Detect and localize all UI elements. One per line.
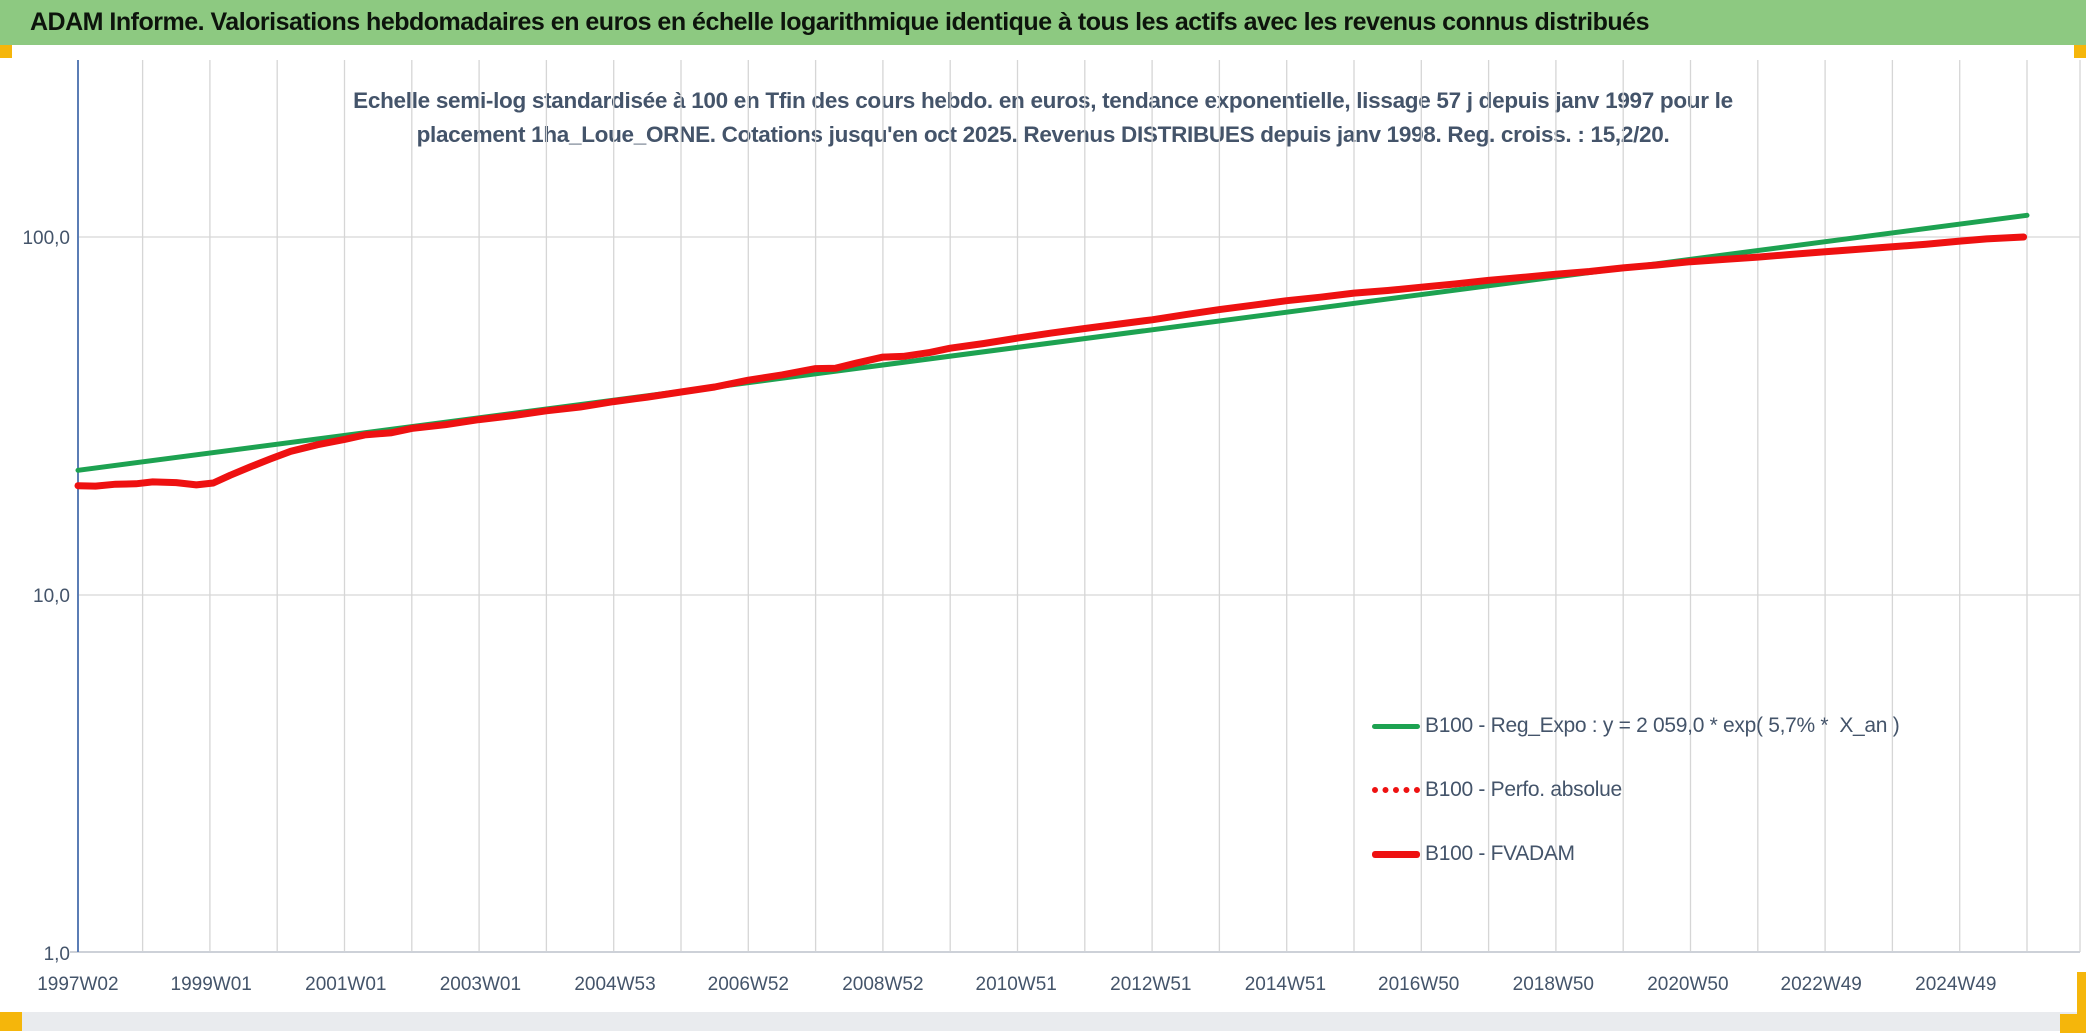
chart-title-line2: placement 1ha_Loue_ORNE. Cotations jusqu… [416, 122, 1670, 147]
x-axis-tick-label: 2022W49 [1781, 974, 1862, 995]
chart-title: Echelle semi-log standardisée à 100 en T… [0, 84, 2086, 152]
x-axis-tick-label: 2008W52 [842, 974, 923, 995]
x-axis-tick-label: 2003W01 [440, 974, 521, 995]
legend-label: B100 - Perfo. absolue [1425, 778, 1622, 801]
x-axis-tick-label: 1999W01 [171, 974, 252, 995]
yellow-corner-top-left [0, 45, 12, 58]
x-axis-tick-label: 2004W53 [574, 974, 655, 995]
x-axis-tick-label: 2010W51 [976, 974, 1057, 995]
yellow-corner-bottom-left [0, 1012, 22, 1031]
legend-item-reg-expo: B100 - Reg_Expo : y = 2 059,0 * exp( 5,7… [1372, 694, 1900, 758]
x-axis-tick-label: 2020W50 [1647, 974, 1728, 995]
chart-title-line1: Echelle semi-log standardisée à 100 en T… [353, 88, 1733, 113]
red-line-swatch [1372, 850, 1420, 858]
green-line-swatch [1372, 723, 1420, 729]
red-dotted-line-swatch [1372, 787, 1420, 793]
legend-label: B100 - Reg_Expo : y = 2 059,0 * exp( 5,7… [1425, 714, 1900, 737]
page-title: ADAM Informe. Valorisations hebdomadaire… [30, 8, 1649, 36]
legend-item-perfo-absolue: B100 - Perfo. absolue [1372, 758, 1899, 822]
chart-plot-area: 1997W02 1999W01 2001W01 2003W01 2004W53 2006W… [22, 60, 2081, 995]
x-axis-tick-label: 1997W02 [37, 974, 118, 995]
yellow-corner-top-right [2074, 45, 2086, 58]
series-line-b100-fvadam [74, 233, 2028, 490]
legend-label: B100 - FVADAM [1425, 842, 1575, 865]
x-axis-tick-label: 2012W51 [1110, 974, 1191, 995]
x-axis-tick-label: 2001W01 [305, 974, 386, 995]
bottom-band [0, 1012, 2086, 1031]
header-bar: ADAM Informe. Valorisations hebdomadaire… [0, 0, 2086, 45]
yellow-corner-bottom-right-vertical [2077, 972, 2086, 1033]
legend-item-fvadam: B100 - FVADAM [1372, 822, 1899, 886]
y-axis-tick-label: 10,0 [33, 586, 70, 607]
y-axis-tick-label: 1,0 [44, 944, 70, 965]
yellow-corner-bottom-right-horizontal [2060, 1014, 2086, 1033]
x-axis-tick-label: 2014W51 [1245, 974, 1326, 995]
chart-legend: B100 - Reg_Expo : y = 2 059,0 * exp( 5,7… [1372, 694, 1900, 886]
x-axis-tick-label: 2006W52 [708, 974, 789, 995]
x-axis-tick-label: 2018W50 [1513, 974, 1594, 995]
y-axis-tick-label: 100,0 [22, 228, 70, 249]
x-axis-tick-label: 2024W49 [1915, 974, 1996, 995]
x-axis-tick-label: 2016W50 [1378, 974, 1459, 995]
